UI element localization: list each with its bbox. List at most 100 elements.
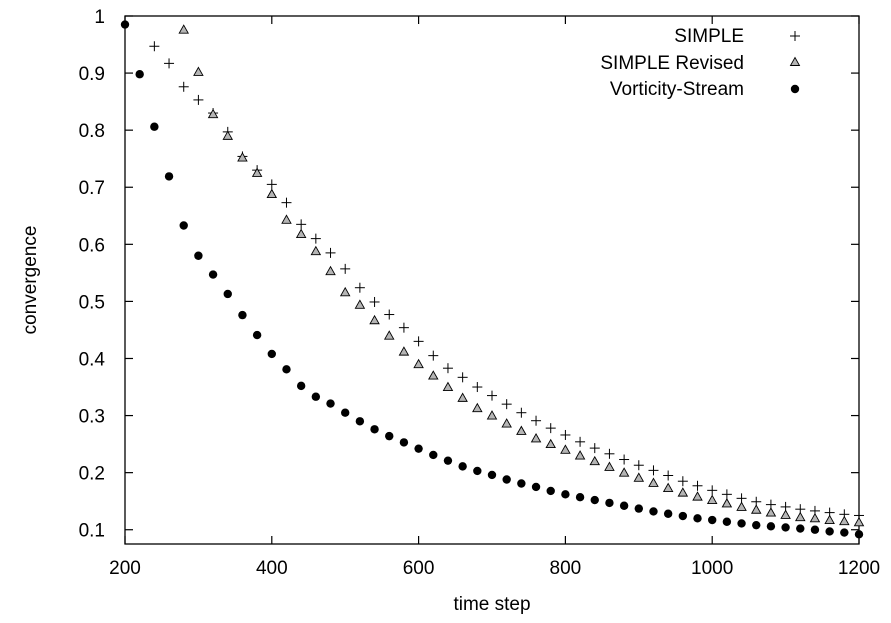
point-vorticity-stream <box>502 475 511 484</box>
point-simple <box>354 282 365 293</box>
x-tick-labels: 200 400 600 800 1000 1200 <box>109 558 880 579</box>
point-vorticity-stream <box>341 408 350 417</box>
point-vorticity-stream <box>238 310 247 320</box>
point-vorticity-stream <box>531 482 541 492</box>
point-simple <box>413 336 424 347</box>
series-simple <box>149 41 864 521</box>
point-simple-revised <box>442 381 454 391</box>
point-simple <box>692 480 703 491</box>
point-simple-revised <box>824 514 835 524</box>
point-simple <box>633 460 644 471</box>
point-vorticity-stream <box>135 70 144 79</box>
point-simple-revised <box>604 461 615 471</box>
y-tick-label: 0.8 <box>79 121 105 142</box>
point-simple <box>619 454 630 465</box>
point-simple <box>149 41 160 52</box>
y-tick-label: 1 <box>94 7 105 28</box>
point-vorticity-stream <box>781 523 790 532</box>
point-vorticity-stream <box>355 417 365 426</box>
point-vorticity-stream <box>517 479 526 488</box>
point-vorticity-stream <box>722 517 732 526</box>
point-simple <box>707 485 718 496</box>
point-simple-revised <box>692 491 703 501</box>
x-tick-label: 400 <box>256 558 288 579</box>
point-vorticity-stream <box>810 525 820 534</box>
series-simple-revised <box>178 24 865 527</box>
y-tick-label: 0.4 <box>79 349 106 370</box>
point-vorticity-stream <box>150 122 159 131</box>
legend-markers <box>789 31 801 94</box>
point-simple-revised <box>618 467 630 477</box>
point-vorticity-stream <box>414 444 423 453</box>
point-vorticity-stream <box>766 522 776 531</box>
point-simple <box>310 233 321 244</box>
x-tick-label: 1200 <box>838 558 880 579</box>
point-vorticity-stream <box>399 438 409 447</box>
point-simple-revised <box>809 512 821 523</box>
point-simple-revised <box>222 130 234 140</box>
point-simple-revised <box>339 286 351 297</box>
point-vorticity-stream <box>282 365 291 374</box>
point-simple-revised <box>795 511 806 522</box>
point-simple <box>369 296 380 307</box>
point-simple-revised <box>839 515 850 526</box>
point-simple-revised <box>354 299 366 309</box>
point-vorticity-stream <box>458 462 467 471</box>
series-vorticity-stream <box>120 20 864 539</box>
point-simple-revised <box>266 188 278 199</box>
point-simple-revised <box>501 418 512 428</box>
legend-label-simple-revised: SIMPLE Revised <box>600 53 744 74</box>
point-simple <box>340 263 351 274</box>
point-vorticity-stream <box>693 514 702 523</box>
point-simple-revised <box>721 498 733 508</box>
point-vorticity-stream <box>194 251 203 260</box>
point-vorticity-stream <box>311 392 321 401</box>
point-simple <box>266 179 277 190</box>
y-tick-labels: 0.1 0.2 0.3 0.4 0.5 0.6 0.7 0.8 0.9 1 <box>79 7 106 542</box>
point-simple-revised <box>486 410 498 420</box>
point-vorticity-stream <box>164 172 174 181</box>
point-simple <box>472 382 483 393</box>
point-vorticity-stream <box>796 524 805 533</box>
point-vorticity-stream <box>678 511 688 521</box>
y-tick-label: 0.2 <box>79 464 105 485</box>
point-simple-revised <box>281 214 292 224</box>
point-vorticity-stream <box>223 289 232 299</box>
point-simple-revised <box>457 392 468 402</box>
legend-label-simple: SIMPLE <box>674 26 744 47</box>
point-simple-revised <box>295 228 307 238</box>
point-vorticity-stream <box>634 504 643 513</box>
point-vorticity-stream <box>708 515 717 525</box>
point-simple-revised <box>251 167 263 177</box>
point-simple-revised <box>633 472 645 482</box>
point-simple-revised <box>398 346 410 356</box>
point-vorticity-stream <box>575 492 585 502</box>
point-simple-revised <box>193 66 204 76</box>
point-simple-revised <box>662 482 674 493</box>
point-vorticity-stream <box>605 498 614 508</box>
point-simple <box>193 94 204 105</box>
y-tick-label: 0.1 <box>79 521 105 542</box>
point-simple <box>457 372 468 383</box>
point-simple-revised <box>472 402 483 413</box>
point-simple <box>487 390 497 401</box>
series-layer <box>120 20 865 539</box>
point-simple-revised <box>750 504 762 514</box>
point-simple <box>677 476 688 487</box>
x-axis-title: time step <box>453 594 530 615</box>
point-simple <box>501 399 512 410</box>
y-tick-label: 0.6 <box>79 235 105 256</box>
point-simple-revised <box>765 507 777 517</box>
point-simple <box>516 407 527 418</box>
point-vorticity-stream <box>473 466 482 476</box>
point-vorticity-stream <box>179 221 188 230</box>
point-vorticity-stream <box>737 519 746 528</box>
point-simple-revised <box>310 245 322 256</box>
point-vorticity-stream <box>252 330 262 340</box>
point-vorticity-stream <box>619 501 629 510</box>
point-simple <box>325 247 336 258</box>
point-vorticity-stream <box>267 349 276 359</box>
point-simple-revised <box>648 477 659 487</box>
point-simple-revised <box>413 358 424 369</box>
